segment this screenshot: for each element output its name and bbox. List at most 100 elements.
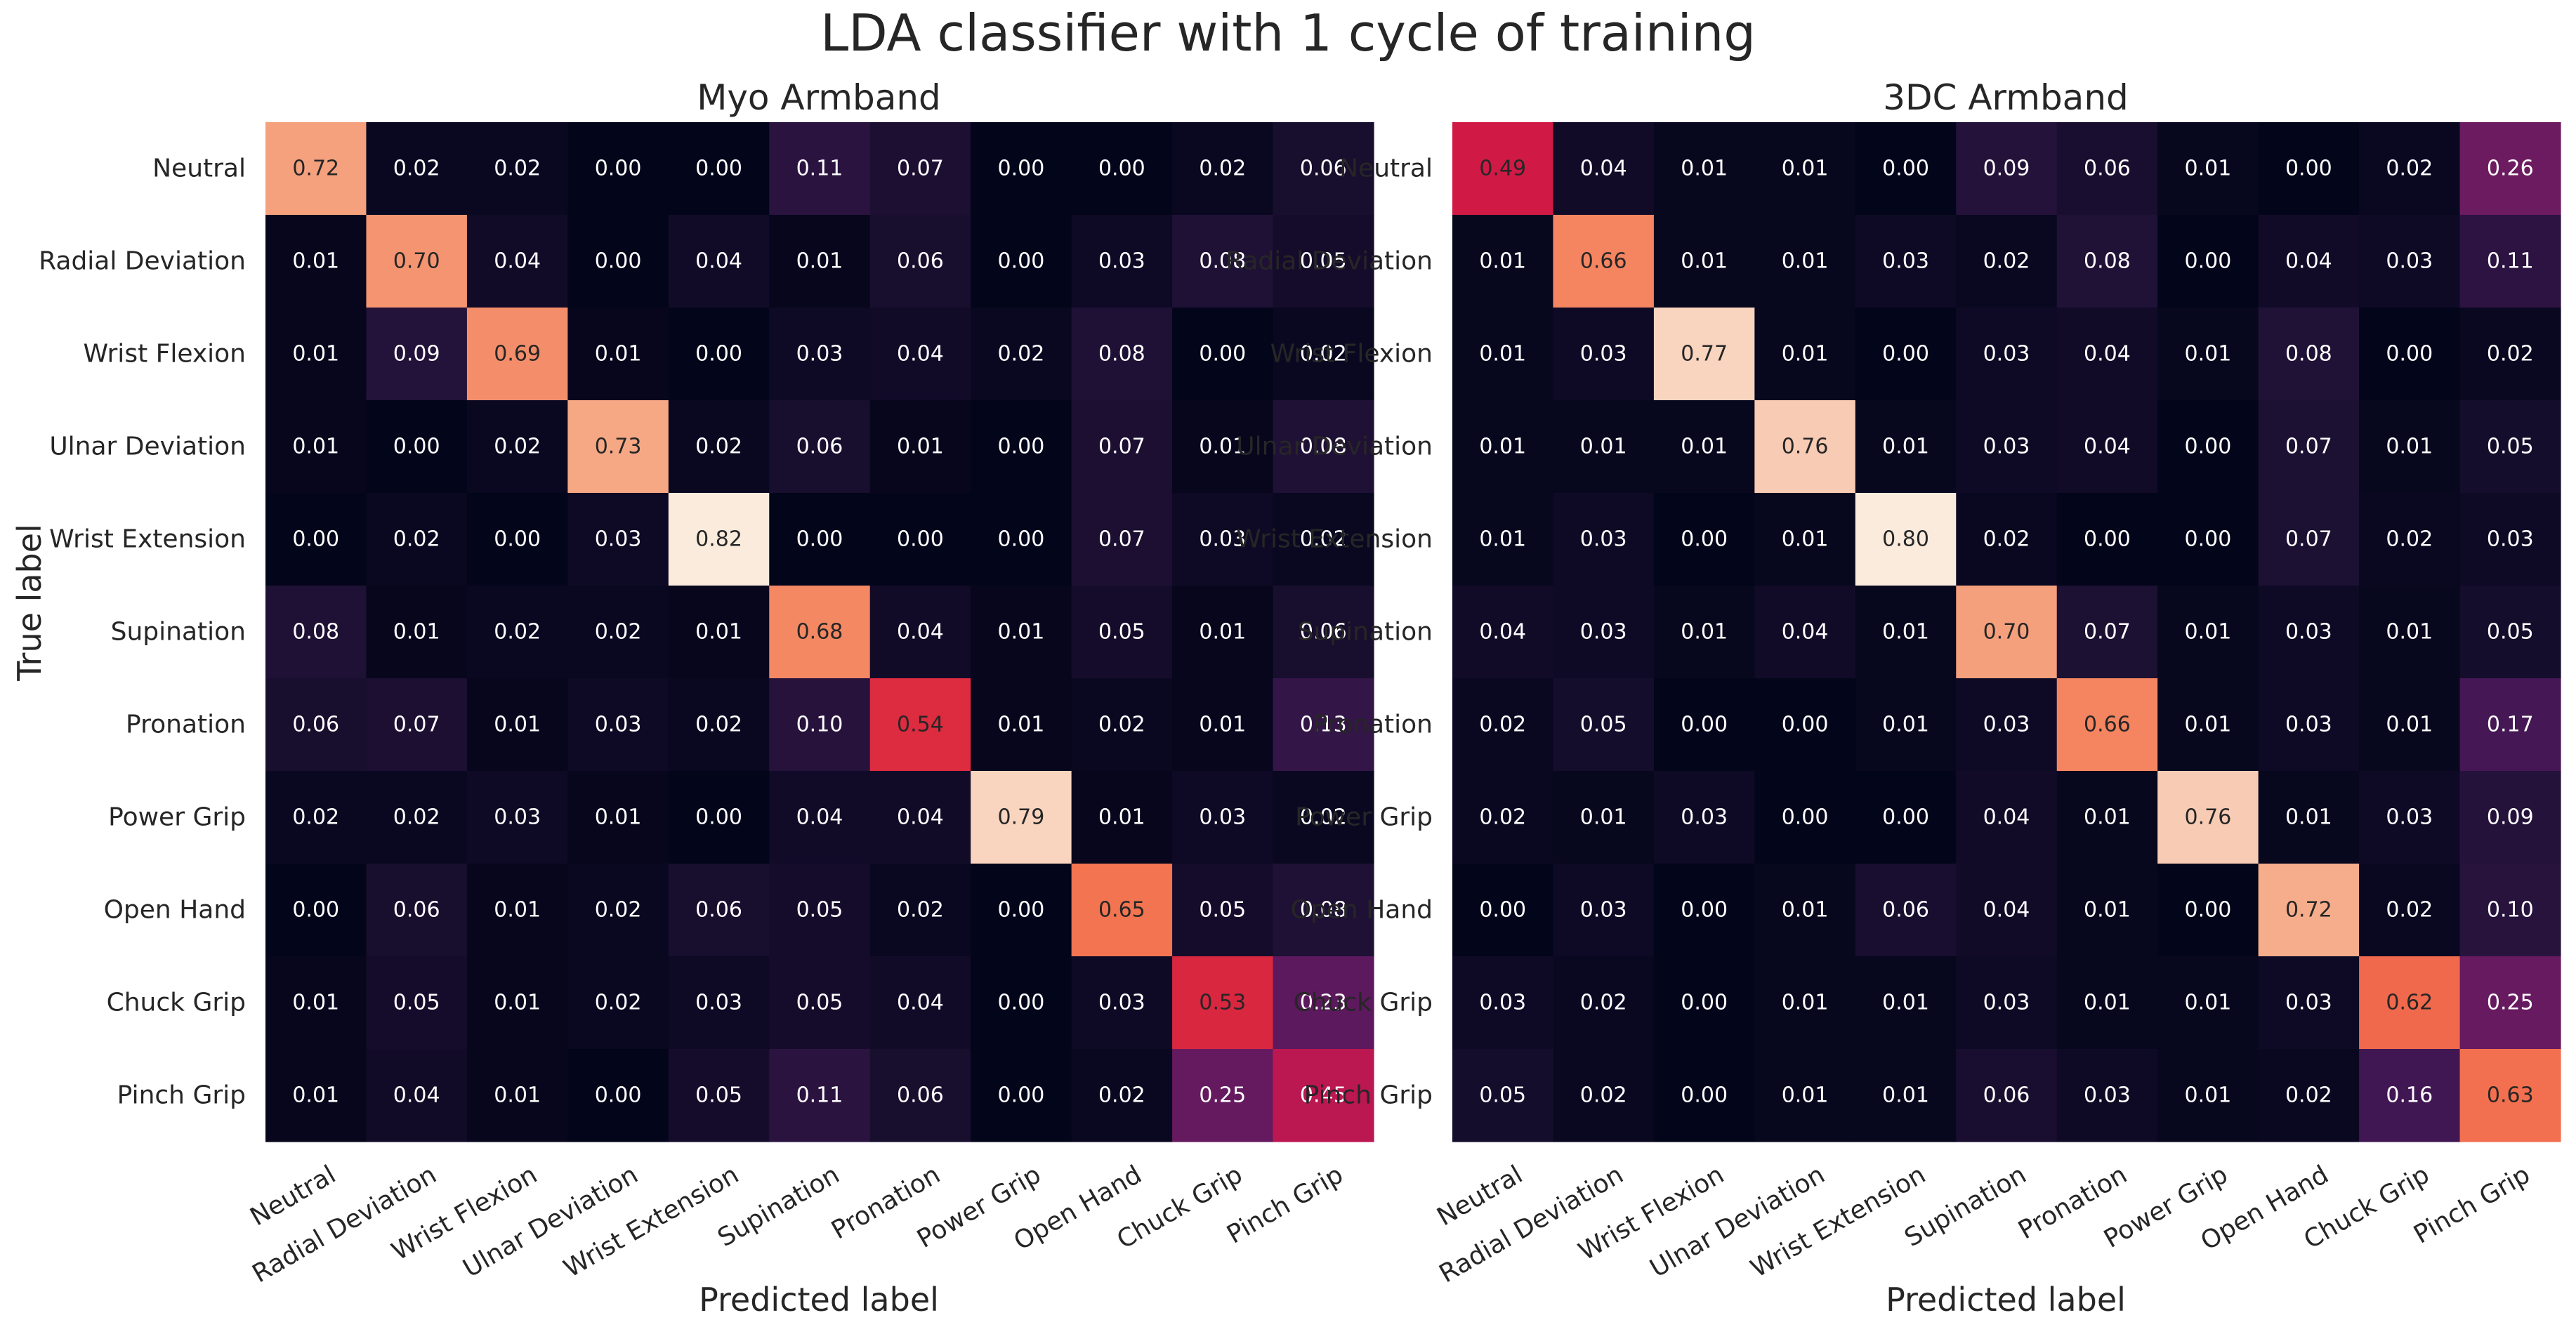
heatmap-cell <box>2258 122 2360 216</box>
heatmap-cell <box>2157 678 2259 772</box>
cell-value-label: 0.08 <box>1300 898 1347 923</box>
heatmap-cell <box>971 308 1072 401</box>
heatmap-cell <box>1553 308 1655 401</box>
y-tick-label: Power Grip <box>108 803 246 832</box>
cell-value-label: 0.00 <box>494 527 541 552</box>
cell-value-label: 0.02 <box>1300 805 1347 830</box>
heatmap-cell <box>567 122 669 216</box>
heatmap-cell <box>1553 122 1655 216</box>
heatmap-cell <box>1855 308 1957 401</box>
cell-value-label: 0.11 <box>796 1083 843 1108</box>
cell-value-label: 0.72 <box>2285 898 2332 923</box>
heatmap-cell <box>2258 956 2360 1050</box>
heatmap-cell <box>769 864 871 957</box>
heatmap-cell <box>1754 122 1856 216</box>
cell-value-label: 0.02 <box>393 527 440 552</box>
cell-value-label: 0.07 <box>2285 527 2332 552</box>
heatmap-cell <box>366 400 468 494</box>
cell-value-label: 0.01 <box>292 249 339 274</box>
heatmap-cell <box>2258 400 2360 494</box>
cell-value-label: 0.01 <box>1479 435 1526 459</box>
cell-value-label: 0.77 <box>1681 342 1728 367</box>
heatmap-cell <box>1956 678 2058 772</box>
heatmap-cell <box>1956 586 2058 679</box>
heatmap-cell <box>265 215 367 308</box>
cell-value-label: 0.02 <box>595 991 642 1015</box>
heatmap-cell <box>2157 122 2259 216</box>
heatmap-cell <box>1553 1049 1655 1142</box>
heatmap-cell <box>1653 215 1755 308</box>
cell-value-label: 0.01 <box>1782 249 1829 274</box>
cell-value-label: 0.03 <box>1098 249 1145 274</box>
heatmap-cell <box>2258 1049 2360 1142</box>
cell-value-label: 0.00 <box>595 1083 642 1108</box>
cell-value-label: 0.16 <box>2386 1083 2433 1108</box>
heatmap-cell <box>2459 1049 2561 1142</box>
cell-value-label: 0.02 <box>1580 991 1627 1015</box>
cell-value-label: 0.01 <box>2084 991 2131 1015</box>
y-tick-label: Open Hand <box>1291 896 1433 925</box>
heatmap-cell <box>2359 215 2461 308</box>
heatmap-cell <box>466 678 568 772</box>
cell-value-label: 0.08 <box>2084 249 2131 274</box>
cell-value-label: 0.00 <box>998 435 1045 459</box>
heatmap-cell <box>1273 864 1374 957</box>
cell-value-label: 0.07 <box>897 157 944 181</box>
heatmap-cell <box>2459 864 2561 957</box>
cell-value-label: 0.02 <box>695 713 742 737</box>
y-tick-label: Pronation <box>126 711 246 739</box>
heatmap-cell <box>869 215 971 308</box>
heatmap-cell <box>769 956 871 1050</box>
heatmap-cell <box>668 864 770 957</box>
cell-value-label: 0.00 <box>1882 157 1929 181</box>
heatmap-cell <box>2359 400 2461 494</box>
cell-value-label: 0.02 <box>393 805 440 830</box>
heatmap-cell <box>2359 308 2461 401</box>
cell-value-label: 0.07 <box>1098 527 1145 552</box>
cell-value-label: 0.04 <box>897 991 944 1015</box>
y-tick-label: Wrist Flexion <box>1270 340 1433 369</box>
cell-value-label: 0.00 <box>998 898 1045 923</box>
cell-value-label: 0.02 <box>1300 342 1347 367</box>
cell-value-label: 0.02 <box>494 620 541 645</box>
cell-value-label: 0.73 <box>595 435 642 459</box>
heatmap-cell <box>567 1049 669 1142</box>
cell-value-label: 0.04 <box>393 1083 440 1108</box>
cell-value-label: 0.06 <box>1882 898 1929 923</box>
cell-value-label: 0.17 <box>2487 713 2534 737</box>
heatmap-cell <box>668 1049 770 1142</box>
heatmap-cell <box>1553 864 1655 957</box>
cell-value-label: 0.66 <box>2084 713 2131 737</box>
cell-value-label: 0.01 <box>1782 1083 1829 1108</box>
heatmap-cell <box>265 308 367 401</box>
heatmap-cell <box>1754 771 1856 864</box>
cell-value-label: 0.00 <box>998 1083 1045 1108</box>
y-tick-label: Supination <box>111 618 246 647</box>
cell-value-label: 0.00 <box>2185 527 2232 552</box>
cell-value-label: 0.03 <box>695 991 742 1015</box>
cell-value-label: 0.26 <box>2487 157 2534 181</box>
cell-value-label: 0.53 <box>1199 991 1246 1015</box>
cell-value-label: 0.00 <box>1882 342 1929 367</box>
cell-value-label: 0.79 <box>998 805 1045 830</box>
heatmap-cell <box>265 678 367 772</box>
cell-value-label: 0.00 <box>595 157 642 181</box>
cell-value-label: 0.01 <box>1882 1083 1929 1108</box>
heatmap-cell <box>869 493 971 586</box>
heatmap-cell <box>2258 678 2360 772</box>
heatmap-cell <box>1172 215 1274 308</box>
cell-value-label: 0.23 <box>1300 991 1347 1015</box>
heatmap-cell <box>1172 122 1274 216</box>
heatmap-cell <box>366 215 468 308</box>
heatmap-cell <box>366 1049 468 1142</box>
y-tick-label: Wrist Extension <box>49 525 246 554</box>
heatmap-cell <box>2459 586 2561 679</box>
cell-value-label: 0.01 <box>2386 620 2433 645</box>
cell-value-label: 0.00 <box>695 805 742 830</box>
cell-value-label: 0.01 <box>1782 991 1829 1015</box>
cell-value-label: 0.76 <box>2185 805 2232 830</box>
y-tick-label: Supination <box>1298 618 1433 647</box>
cell-value-label: 0.09 <box>1983 157 2030 181</box>
cell-value-label: 0.05 <box>1199 898 1246 923</box>
